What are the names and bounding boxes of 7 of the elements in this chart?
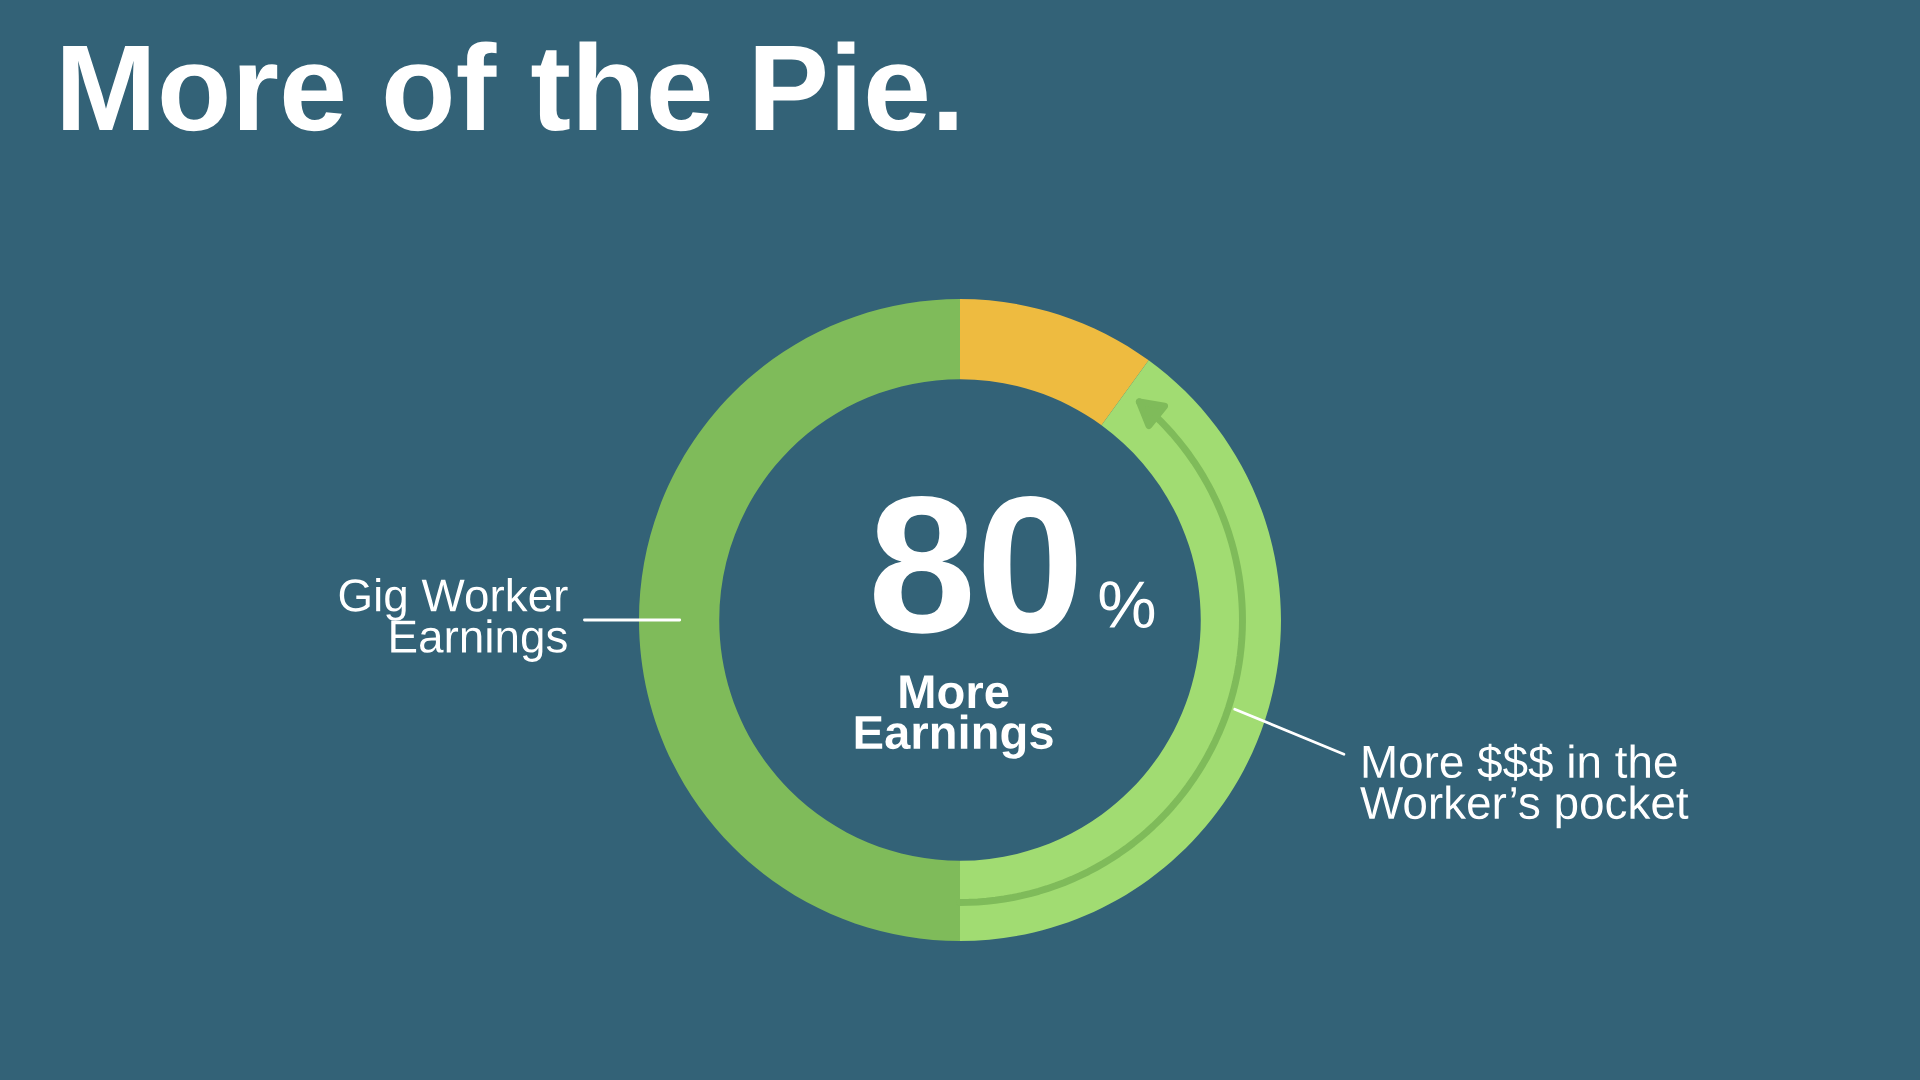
slice-label: Gig Worker Earnings [339,578,568,662]
chart-title: More of the Pie. [63,41,957,132]
slice-label: More $$$ in the Worker’s pocket [1360,743,1689,829]
donut-slice [960,299,1149,426]
text: More Earnings [855,675,1053,759]
text: % [1099,581,1155,629]
text: 80 [874,495,1077,634]
